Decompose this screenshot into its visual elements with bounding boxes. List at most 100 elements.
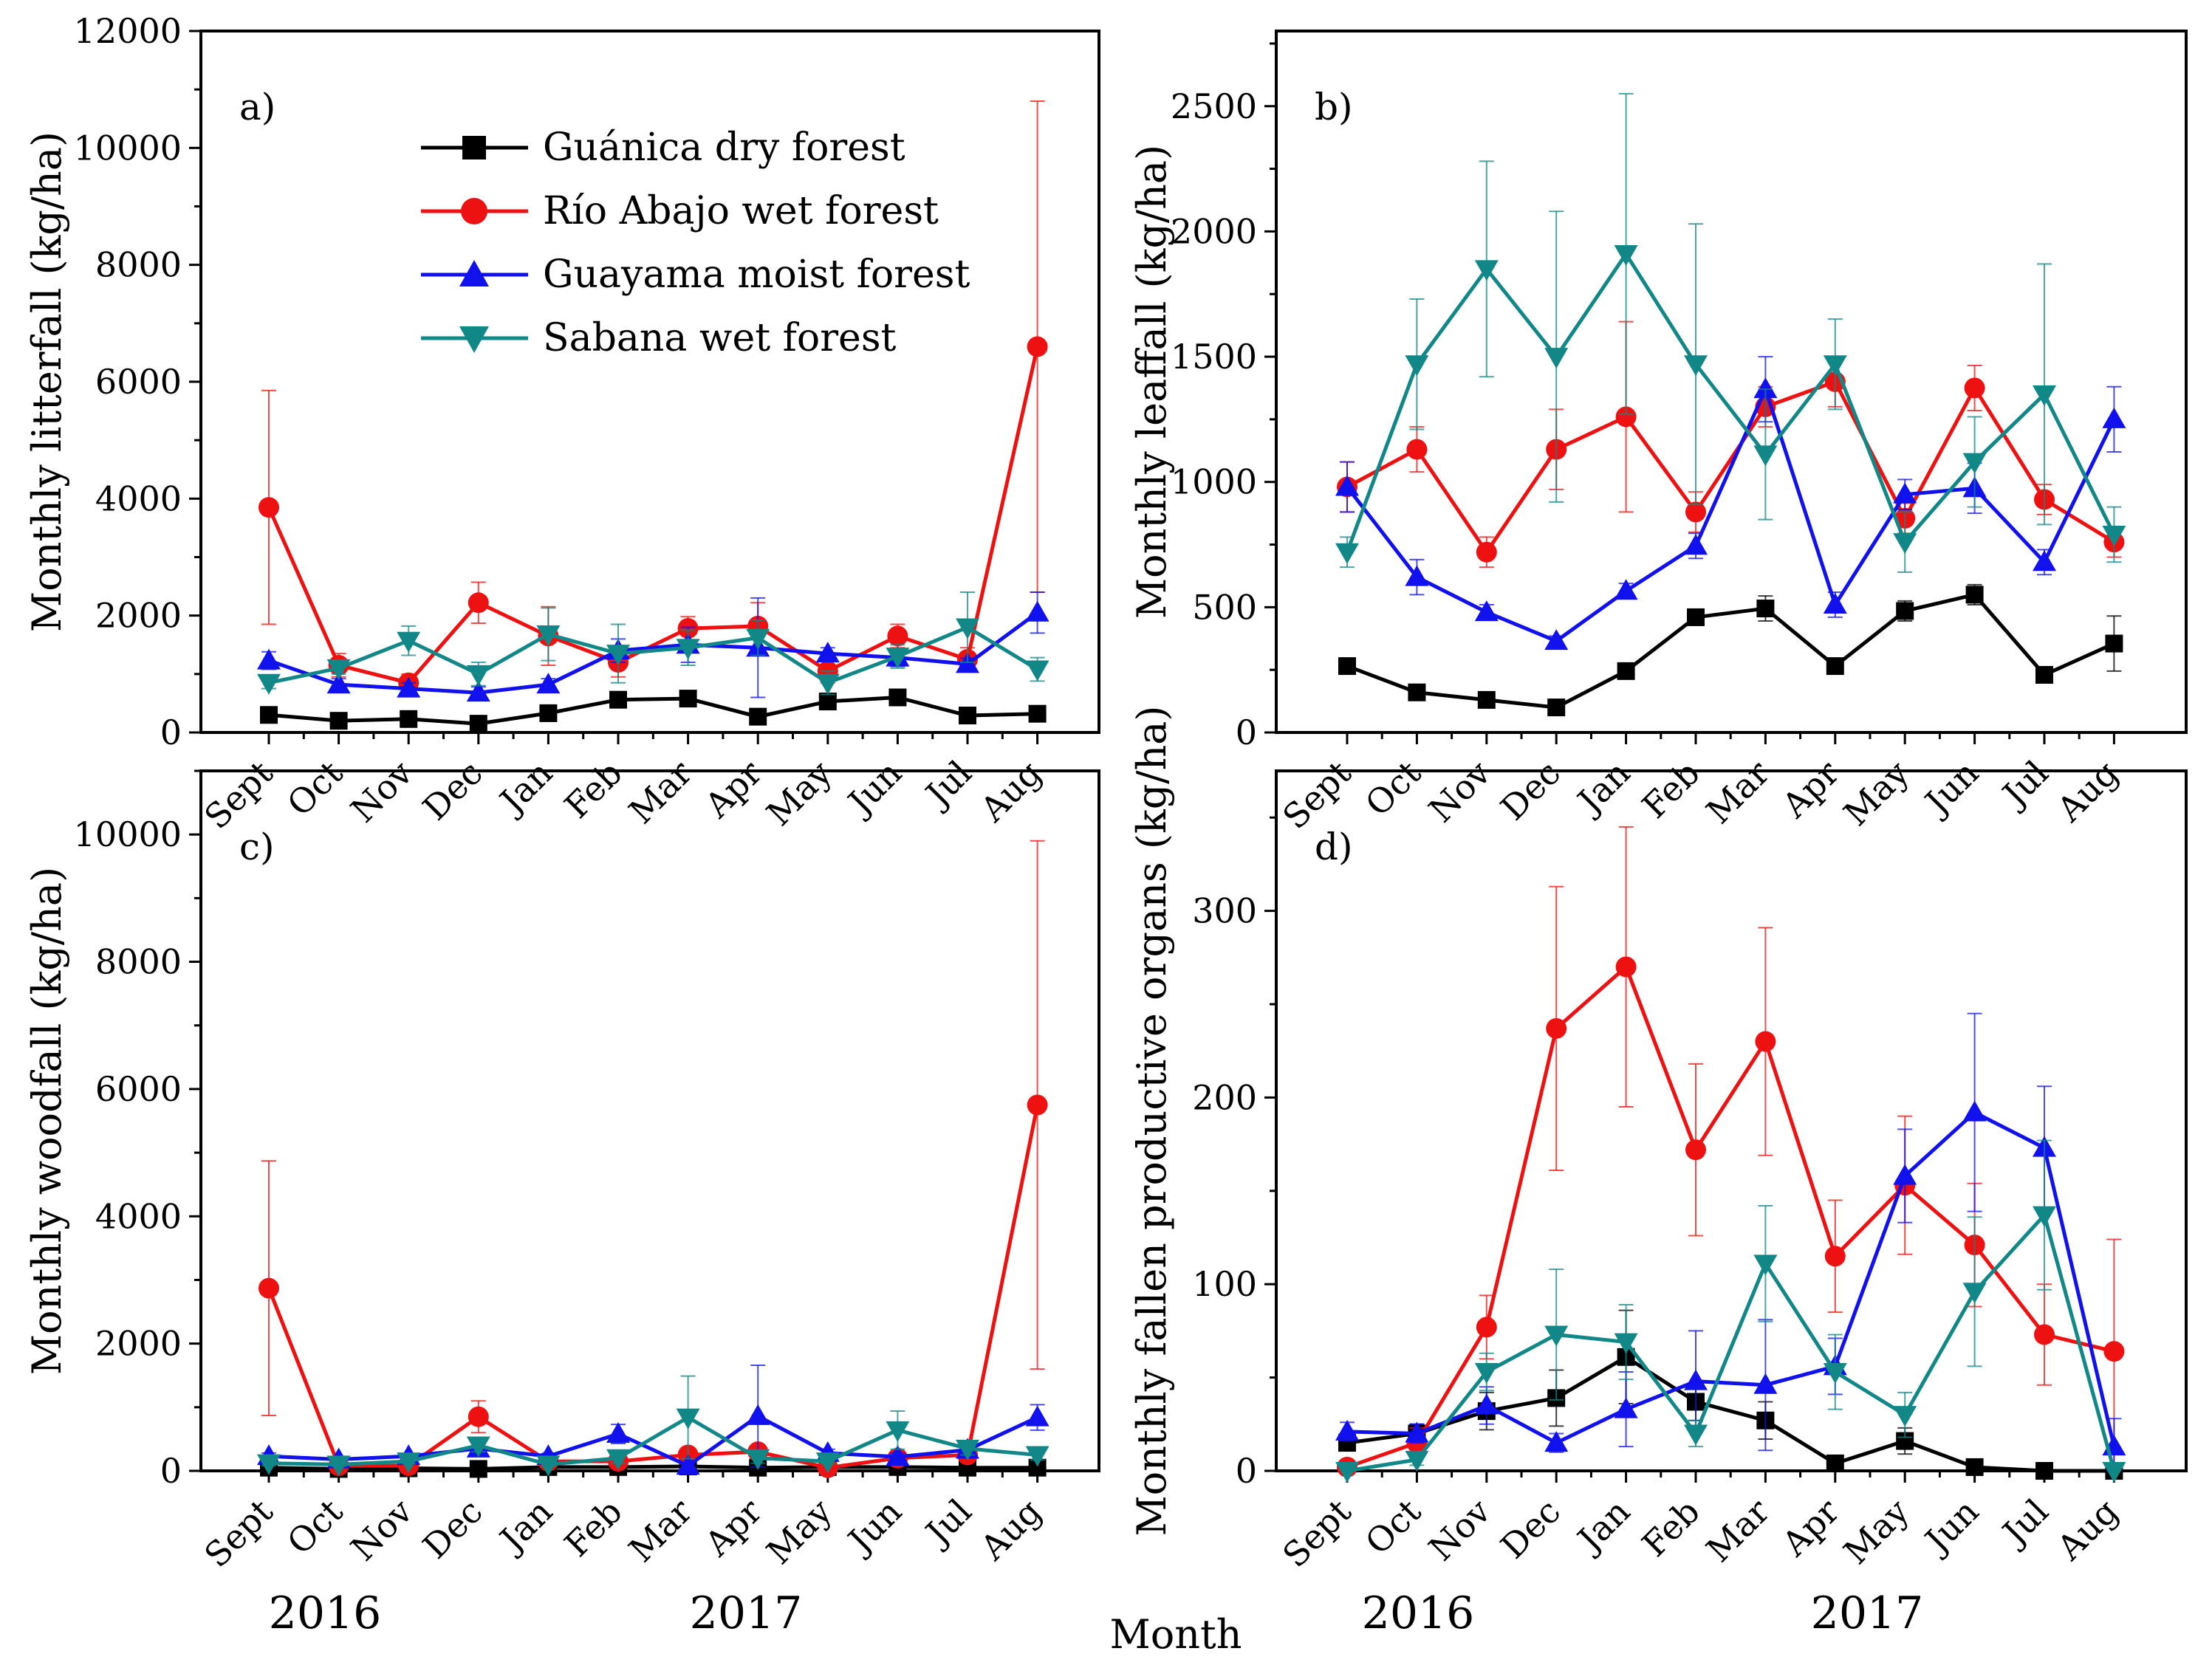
data-point — [1615, 406, 1637, 428]
legend-label: Guánica dry forest — [543, 126, 905, 170]
legend-label: Sabana wet forest — [543, 316, 897, 360]
data-point — [679, 690, 697, 708]
data-point — [1544, 1431, 1569, 1452]
data-point — [257, 1454, 281, 1475]
data-point — [2035, 665, 2053, 684]
data-point — [1335, 1462, 1359, 1483]
series-gu-nica-dry-forest — [1338, 583, 2123, 717]
y-tick-label: 1500 — [1171, 337, 1257, 377]
series-sabana-wet-forest — [1335, 92, 2126, 573]
data-point — [1753, 1373, 1778, 1394]
data-point — [1335, 543, 1359, 564]
data-point — [1753, 445, 1778, 467]
y-tick-label: 0 — [1236, 1451, 1257, 1491]
data-point — [2035, 1462, 2053, 1480]
data-point — [2105, 634, 2123, 653]
series-sabana-wet-forest — [257, 1375, 1049, 1477]
series-line — [1346, 387, 2116, 643]
series-line — [1346, 592, 2115, 710]
data-point — [1823, 592, 1847, 614]
data-point — [397, 676, 421, 698]
data-point — [466, 681, 490, 702]
series-line — [268, 611, 1039, 695]
data-point — [1025, 1446, 1049, 1467]
data-point — [2033, 385, 2056, 406]
series-line — [268, 696, 1038, 726]
data-point — [1405, 565, 1429, 586]
data-point — [1474, 1393, 1499, 1415]
data-point — [1474, 1363, 1499, 1384]
series-line — [268, 1464, 1038, 1471]
data-point — [1823, 1363, 1847, 1384]
data-point — [886, 1445, 910, 1466]
year-label-2017-right: 2017 — [1811, 1588, 1924, 1639]
data-point — [1755, 1031, 1776, 1052]
y-tick-label: 12000 — [74, 11, 182, 51]
data-point — [1684, 1369, 1708, 1390]
y-tick-label: 4000 — [95, 1196, 182, 1236]
data-point — [397, 1452, 421, 1474]
data-point — [1405, 1421, 1429, 1443]
data-point — [1405, 1450, 1429, 1472]
data-point — [260, 706, 278, 724]
data-point — [1964, 377, 1985, 399]
legend-entry: Guánica dry forest — [421, 126, 905, 170]
data-point — [1965, 1458, 1984, 1476]
y-tick-label: 4000 — [95, 478, 182, 518]
data-point — [886, 648, 910, 669]
data-point — [1826, 657, 1844, 676]
data-point — [536, 673, 561, 694]
data-point — [326, 659, 351, 680]
data-point — [326, 1455, 351, 1477]
data-point — [1614, 579, 1638, 600]
data-point — [1546, 1017, 1567, 1039]
data-point — [1896, 602, 1914, 620]
data-point — [461, 198, 487, 224]
data-point — [887, 625, 908, 647]
data-point — [1544, 1325, 1569, 1347]
data-point — [815, 1452, 840, 1474]
data-point — [257, 673, 281, 695]
data-point — [1685, 1139, 1706, 1161]
data-point — [956, 618, 979, 639]
x-axis-title: Month — [1109, 1611, 1242, 1658]
data-point — [1962, 1100, 1987, 1122]
y-axis-title: Monthly litterfall (kg/ha) — [24, 131, 70, 632]
series-guayama-moist-forest — [1335, 356, 2126, 651]
data-point — [2102, 1462, 2126, 1483]
data-point — [536, 625, 561, 646]
data-point — [676, 639, 700, 660]
data-point — [257, 648, 281, 670]
series-line — [267, 346, 1040, 685]
data-point — [1962, 1283, 1987, 1304]
data-point — [609, 690, 627, 709]
data-point — [1753, 1255, 1778, 1276]
legend-label: Guayama moist forest — [543, 253, 970, 297]
data-point — [400, 710, 418, 728]
data-point — [886, 1421, 910, 1442]
data-point — [815, 642, 840, 663]
data-point — [1027, 1094, 1048, 1116]
legend-entry: Guayama moist forest — [421, 253, 970, 297]
year-label-2016-left: 2016 — [269, 1588, 382, 1639]
panel-label: d) — [1315, 826, 1353, 868]
series-line — [1346, 964, 2115, 1469]
series-line — [268, 1415, 1038, 1466]
data-point — [258, 1277, 279, 1299]
series-r-o-abajo-wet-forest — [1337, 826, 2125, 1477]
series-line — [268, 1414, 1038, 1468]
data-point — [1547, 699, 1566, 717]
data-point — [1544, 348, 1569, 369]
y-tick-label: 1000 — [1171, 462, 1257, 502]
y-tick-label: 0 — [1236, 713, 1257, 752]
data-point — [1614, 1397, 1638, 1418]
y-tick-label: 100 — [1192, 1264, 1257, 1304]
y-axis-title: Monthly leaffall (kg/ha) — [1129, 145, 1175, 619]
data-point — [1826, 1454, 1844, 1472]
data-point — [1893, 482, 1917, 504]
data-point — [1893, 1164, 1917, 1185]
y-tick-label: 2000 — [95, 1324, 182, 1364]
data-point — [1474, 600, 1499, 622]
panel-label: b) — [1315, 86, 1353, 128]
